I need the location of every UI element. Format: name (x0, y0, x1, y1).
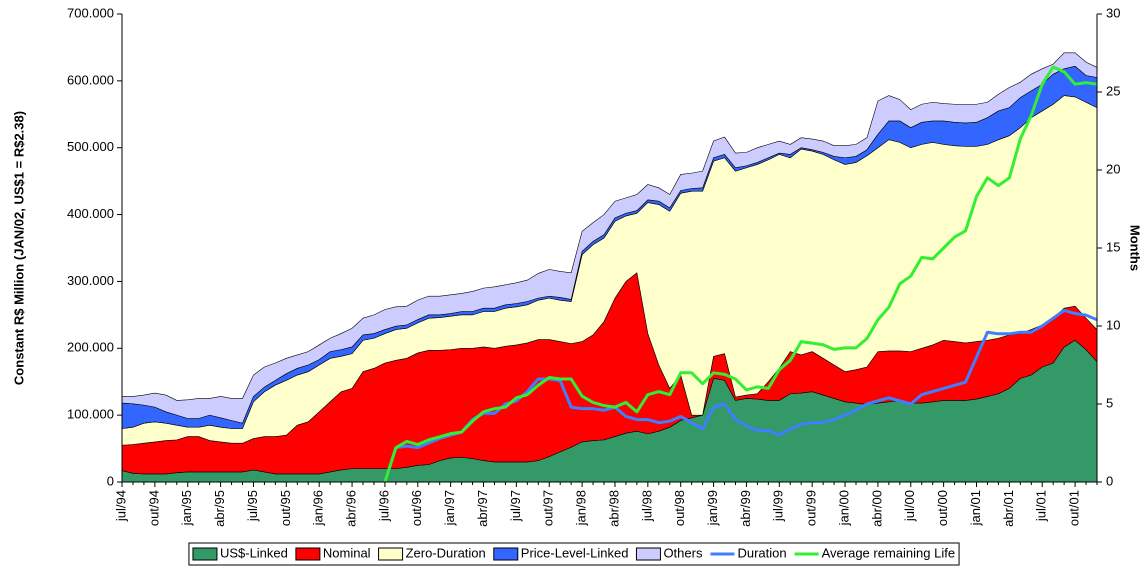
y-tick-label: 100.000 (67, 407, 114, 422)
legend-label: Average remaining Life (822, 545, 955, 560)
x-tick-label: out/94 (146, 490, 161, 526)
x-tick-label: jul/95 (245, 490, 260, 522)
x-tick-label: out/98 (672, 490, 687, 526)
y-axis-title: Constant R$ Million (JAN/02, US$1 = R$2.… (11, 111, 26, 385)
legend: US$-Linked Nominal Zero-Duration Price-Leve… (188, 542, 960, 566)
x-tick-label: jul/94 (113, 490, 128, 522)
x-tick-label: abr/98 (606, 490, 621, 527)
x-tick-label: abr/95 (212, 490, 227, 527)
x-tick-label: jan/00 (836, 490, 851, 526)
x-tick-label: abr/00 (869, 490, 884, 527)
x-tick-label: jan/95 (179, 490, 194, 526)
x-tick-label: jul/96 (376, 490, 391, 522)
x-tick-label: jul/98 (639, 490, 654, 522)
y-tick-label: 400.000 (67, 206, 114, 221)
line (383, 65, 1098, 483)
y2-tick-label: 20 (1106, 161, 1120, 176)
legend-swatch (378, 547, 404, 561)
x-tick-label: jul/00 (902, 490, 917, 522)
x-tick-label: jul/99 (771, 490, 786, 522)
y2-axis-title: Months (1128, 225, 1143, 271)
x-tick-label: abr/01 (1001, 490, 1016, 527)
x-tick-label: out/00 (935, 490, 950, 526)
y-tick-label: 600.000 (67, 72, 114, 87)
y2-tick-label: 5 (1106, 395, 1113, 410)
y-tick-label: 0 (107, 473, 114, 488)
x-tick-label: out/95 (278, 490, 293, 526)
x-tick-label: out/96 (409, 490, 424, 526)
legend-label: Duration (737, 545, 786, 560)
x-tick-label: abr/97 (475, 490, 490, 527)
x-tick-label: abr/99 (738, 490, 753, 527)
x-tick-label: jan/99 (705, 490, 720, 526)
legend-swatch (635, 547, 661, 561)
legend-swatch (295, 547, 321, 561)
legend-label: Nominal (323, 545, 371, 560)
x-tick-label: jan/96 (311, 490, 326, 526)
x-tick-label: out/01 (1067, 490, 1082, 526)
legend-swatch (192, 547, 218, 561)
line (383, 308, 1098, 483)
y2-tick-label: 15 (1106, 239, 1120, 254)
legend-label: Zero-Duration (406, 545, 486, 560)
y-tick-label: 200.000 (67, 340, 114, 355)
y-tick-label: 700.000 (67, 5, 114, 20)
y-tick-label: 500.000 (67, 139, 114, 154)
legend-swatch (493, 547, 519, 561)
x-tick-label: out/99 (804, 490, 819, 526)
x-tick-label: abr/96 (343, 490, 358, 527)
x-tick-label: jan/98 (574, 490, 589, 526)
x-tick-label: jan/01 (968, 490, 983, 526)
y2-tick-label: 10 (1106, 317, 1120, 332)
y2-tick-label: 0 (1106, 473, 1113, 488)
y2-tick-label: 25 (1106, 83, 1120, 98)
legend-label: US$-Linked (220, 545, 288, 560)
y2-tick-label: 30 (1106, 5, 1120, 20)
x-tick-label: out/97 (541, 490, 556, 526)
x-tick-label: jan/97 (442, 490, 457, 526)
legend-label: Price-Level-Linked (521, 545, 629, 560)
x-tick-label: jul/97 (508, 490, 523, 522)
legend-label: Others (663, 545, 703, 560)
x-tick-label: jul/01 (1034, 490, 1049, 522)
y-tick-label: 300.000 (67, 273, 114, 288)
